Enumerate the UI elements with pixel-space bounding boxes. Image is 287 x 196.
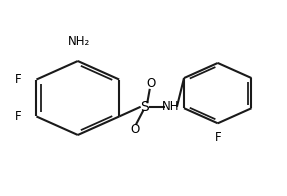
Text: F: F (15, 73, 21, 86)
Text: NH: NH (162, 100, 179, 113)
Text: F: F (15, 110, 21, 123)
Text: S: S (141, 100, 149, 114)
Text: F: F (214, 131, 221, 144)
Text: O: O (130, 123, 139, 136)
Text: O: O (146, 77, 155, 90)
Text: NH₂: NH₂ (68, 35, 90, 48)
